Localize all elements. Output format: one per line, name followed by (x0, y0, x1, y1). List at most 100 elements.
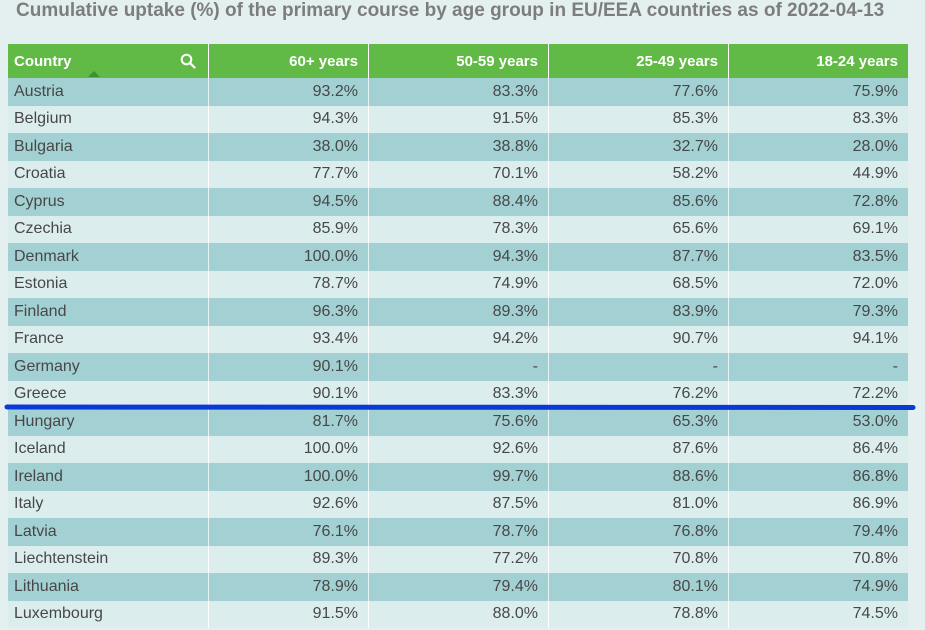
cell-25-49: 88.6% (549, 463, 729, 491)
table-row: Greece 90.1% 83.3% 76.2% 72.2% (8, 380, 908, 408)
cell-25-49: 90.7% (549, 325, 729, 353)
cell-18-24: 75.9% (852, 82, 898, 100)
column-header-60-plus[interactable]: 60+ years (209, 44, 369, 78)
cell-18-24: 83.3% (852, 110, 898, 128)
cell-18-24: 70.8% (852, 550, 898, 568)
table-row: Italy 92.6% 87.5% 81.0% 86.9% (8, 490, 908, 518)
cell-50-59: 78.7% (369, 518, 549, 546)
table-row: France 93.4% 94.2% 90.7% 94.1% (8, 325, 908, 353)
cell-50-59: - (369, 353, 549, 381)
cell-50-59: 94.2% (369, 325, 549, 353)
cell-60-plus: 78.9% (209, 573, 369, 601)
cell-25-49: 87.7% (549, 243, 729, 271)
cell-18-24: 94.1% (852, 330, 898, 348)
cell-country: Czechia (8, 215, 209, 243)
column-header-label: Country (14, 52, 72, 70)
cell-18-24: 79.3% (852, 302, 898, 320)
cell-country: Hungary (8, 408, 209, 436)
cell-60-plus: 93.2% (209, 78, 369, 106)
cell-25-49: 77.6% (549, 78, 729, 106)
table-row: Czechia 85.9% 78.3% 65.6% 69.1% (8, 215, 908, 243)
cell-25-49: 81.0% (549, 490, 729, 518)
cell-60-plus: 90.1% (209, 380, 369, 408)
column-header-25-49[interactable]: 25-49 years (549, 44, 729, 78)
cell-country: Cyprus (8, 188, 209, 216)
cell-country: Belgium (8, 105, 209, 133)
cell-60-plus: 92.6% (209, 490, 369, 518)
cell-60-plus: 77.7% (209, 160, 369, 188)
table-row: Germany 90.1% - - - (8, 353, 908, 381)
cell-50-59: 79.4% (369, 573, 549, 601)
cell-60-plus: 94.3% (209, 105, 369, 133)
table-row: Luxembourg 91.5% 88.0% 78.8% 74.5% (8, 600, 908, 628)
cell-60-plus: 96.3% (209, 298, 369, 326)
column-header-50-59[interactable]: 50-59 years (369, 44, 549, 78)
cell-60-plus: 100.0% (209, 243, 369, 271)
cell-18-24: 74.9% (852, 577, 898, 595)
cell-50-59: 91.5% (369, 105, 549, 133)
cell-18-24: - (892, 357, 898, 375)
cell-50-59: 83.3% (369, 78, 549, 106)
table-row: Austria 93.2% 83.3% 77.6% 75.9% (8, 78, 908, 106)
cell-18-24: 69.1% (852, 220, 898, 238)
cell-country: Lithuania (8, 573, 209, 601)
cell-50-59: 88.4% (369, 188, 549, 216)
cell-25-49: 83.9% (549, 298, 729, 326)
cell-60-plus: 89.3% (209, 545, 369, 573)
cell-50-59: 38.8% (369, 133, 549, 161)
column-header-country[interactable]: Country (8, 44, 209, 78)
table-row: Iceland 100.0% 92.6% 87.6% 86.4% (8, 435, 908, 463)
table-row: Croatia 77.7% 70.1% 58.2% 44.9% (8, 160, 908, 188)
cell-country: Iceland (8, 435, 209, 463)
table-row: Lithuania 78.9% 79.4% 80.1% 74.9% (8, 573, 908, 601)
cell-50-59: 77.2% (369, 545, 549, 573)
cell-25-49: - (549, 353, 729, 381)
cell-country: Latvia (8, 518, 209, 546)
cell-18-24: 86.4% (852, 440, 898, 458)
table-row: Belgium 94.3% 91.5% 85.3% 83.3% (8, 105, 908, 133)
cell-25-49: 65.6% (549, 215, 729, 243)
cell-60-plus: 94.5% (209, 188, 369, 216)
cell-country: Estonia (8, 270, 209, 298)
cell-country: Greece (8, 380, 209, 408)
cell-country: Finland (8, 298, 209, 326)
cell-18-24: 83.5% (852, 247, 898, 265)
cell-25-49: 58.2% (549, 160, 729, 188)
cell-country: Luxembourg (8, 600, 209, 628)
table-row: Bulgaria 38.0% 38.8% 32.7% 28.0% (8, 133, 908, 161)
cell-60-plus: 78.7% (209, 270, 369, 298)
cell-50-59: 70.1% (369, 160, 549, 188)
cell-country: Croatia (8, 160, 209, 188)
table-row: Denmark 100.0% 94.3% 87.7% 83.5% (8, 243, 908, 271)
cell-60-plus: 81.7% (209, 408, 369, 436)
cell-18-24: 74.5% (852, 605, 898, 623)
cell-18-24: 86.9% (852, 495, 898, 513)
cell-18-24: 53.0% (852, 412, 898, 430)
cell-country: Bulgaria (8, 133, 209, 161)
cell-25-49: 32.7% (549, 133, 729, 161)
cell-18-24: 72.8% (852, 192, 898, 210)
cell-country: Germany (8, 353, 209, 381)
table-row: Liechtenstein 89.3% 77.2% 70.8% 70.8% (8, 545, 908, 573)
cell-18-24: 44.9% (852, 165, 898, 183)
sort-ascending-icon[interactable] (88, 71, 100, 77)
table-row: Latvia 76.1% 78.7% 76.8% 79.4% (8, 518, 908, 546)
cell-country: Liechtenstein (8, 545, 209, 573)
table-row: Hungary 81.7% 75.6% 65.3% 53.0% (8, 408, 908, 436)
cell-18-24: 72.2% (852, 385, 898, 403)
table-row: Estonia 78.7% 74.9% 68.5% 72.0% (8, 270, 908, 298)
cell-25-49: 70.8% (549, 545, 729, 573)
cell-60-plus: 91.5% (209, 600, 369, 628)
cell-50-59: 94.3% (369, 243, 549, 271)
cell-25-49: 65.3% (549, 408, 729, 436)
scroll-gutter (908, 44, 925, 630)
cell-18-24: 72.0% (852, 275, 898, 293)
cell-50-59: 78.3% (369, 215, 549, 243)
cell-25-49: 76.2% (549, 380, 729, 408)
search-icon[interactable] (180, 53, 196, 69)
cell-60-plus: 100.0% (209, 435, 369, 463)
cell-country: Ireland (8, 463, 209, 491)
column-header-18-24[interactable]: 18-24 years (816, 52, 898, 70)
cell-60-plus: 93.4% (209, 325, 369, 353)
